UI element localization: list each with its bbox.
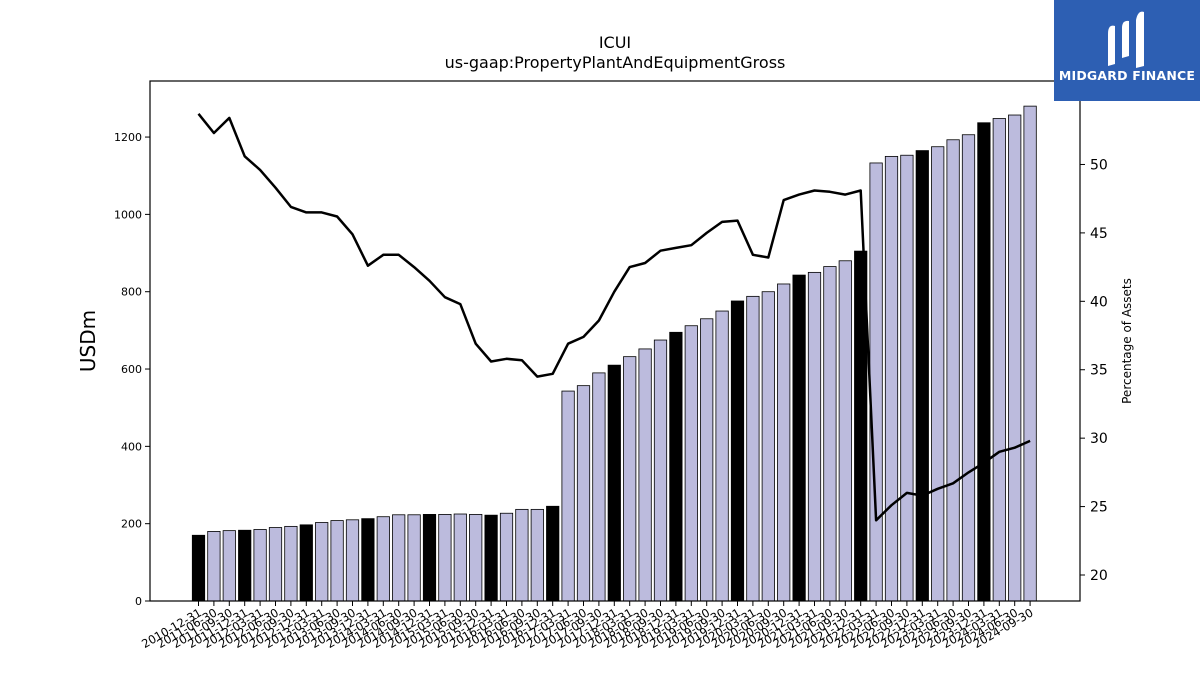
bar xyxy=(284,525,298,602)
bar xyxy=(653,339,668,602)
y2-tick-label: 45 xyxy=(1090,226,1108,242)
bar xyxy=(530,508,544,602)
y-tick-label: 400 xyxy=(121,440,142,453)
bar xyxy=(191,534,206,602)
brand-name: MIDGARD FINANCE xyxy=(1058,68,1196,83)
y-axis-label: USDm xyxy=(76,310,100,372)
bar xyxy=(576,385,591,602)
y2-tick-label: 35 xyxy=(1090,363,1108,379)
plot-frame xyxy=(149,80,1081,602)
bar xyxy=(869,162,883,602)
bar xyxy=(700,318,714,602)
bar xyxy=(268,527,283,602)
y2-tick-label: 40 xyxy=(1090,294,1108,310)
bar xyxy=(992,118,1006,602)
y2-tick-label: 20 xyxy=(1090,568,1108,584)
y-tick-label: 1000 xyxy=(114,208,142,221)
y-tick-label: 0 xyxy=(135,595,142,608)
bar-series xyxy=(191,105,1037,602)
bar xyxy=(592,372,606,602)
chart-subtitle: us-gaap:PropertyPlantAndEquipmentGross xyxy=(445,53,786,72)
bar xyxy=(207,531,221,602)
bar xyxy=(946,139,960,602)
chart-title: ICUI xyxy=(599,33,631,52)
y2-tick-label: 50 xyxy=(1090,157,1108,173)
y2-tick-label: 30 xyxy=(1090,431,1108,447)
bar xyxy=(684,325,698,602)
bar xyxy=(469,513,483,602)
bar xyxy=(315,522,329,602)
bar xyxy=(1023,105,1037,602)
y2-axis-label: Percentage of Assets xyxy=(1120,278,1134,404)
bar xyxy=(376,516,390,602)
bar xyxy=(407,514,421,602)
bar xyxy=(884,155,899,602)
bar xyxy=(761,291,775,602)
bar xyxy=(977,122,991,602)
y-tick-label: 600 xyxy=(121,363,142,376)
bar xyxy=(238,529,252,602)
bar xyxy=(546,505,560,602)
series-line xyxy=(197,113,1031,522)
y-tick-label: 1200 xyxy=(114,131,142,144)
bar xyxy=(392,514,406,602)
bar xyxy=(361,518,375,602)
bar xyxy=(222,530,236,602)
bar xyxy=(515,508,529,602)
bar xyxy=(838,260,852,602)
bar xyxy=(623,356,637,602)
bar xyxy=(638,348,652,602)
bar xyxy=(561,390,575,602)
bar xyxy=(253,529,267,602)
bar xyxy=(438,513,452,602)
bar xyxy=(607,364,621,602)
bar xyxy=(345,519,360,602)
bar xyxy=(777,283,791,602)
bar xyxy=(730,300,745,602)
bar xyxy=(484,514,498,602)
bar xyxy=(299,524,313,602)
bar xyxy=(915,150,929,602)
bar xyxy=(746,295,760,602)
bar xyxy=(330,520,344,602)
bar xyxy=(931,146,945,602)
y-tick-label: 200 xyxy=(121,518,142,531)
bar xyxy=(453,513,467,602)
bar xyxy=(961,134,976,602)
bar xyxy=(669,331,683,602)
bar xyxy=(715,310,729,602)
bar xyxy=(422,513,437,602)
y-tick-label: 800 xyxy=(121,286,142,299)
bar xyxy=(823,266,837,602)
line-series xyxy=(197,113,1031,522)
bar xyxy=(807,271,822,602)
brand-logo: MIDGARD FINANCE xyxy=(1054,0,1200,101)
bar xyxy=(499,512,514,602)
midgard-logo-icon xyxy=(1108,11,1144,68)
bar xyxy=(900,154,914,602)
bar xyxy=(792,274,806,602)
y2-tick-label: 25 xyxy=(1090,500,1108,516)
bar xyxy=(1008,114,1022,602)
